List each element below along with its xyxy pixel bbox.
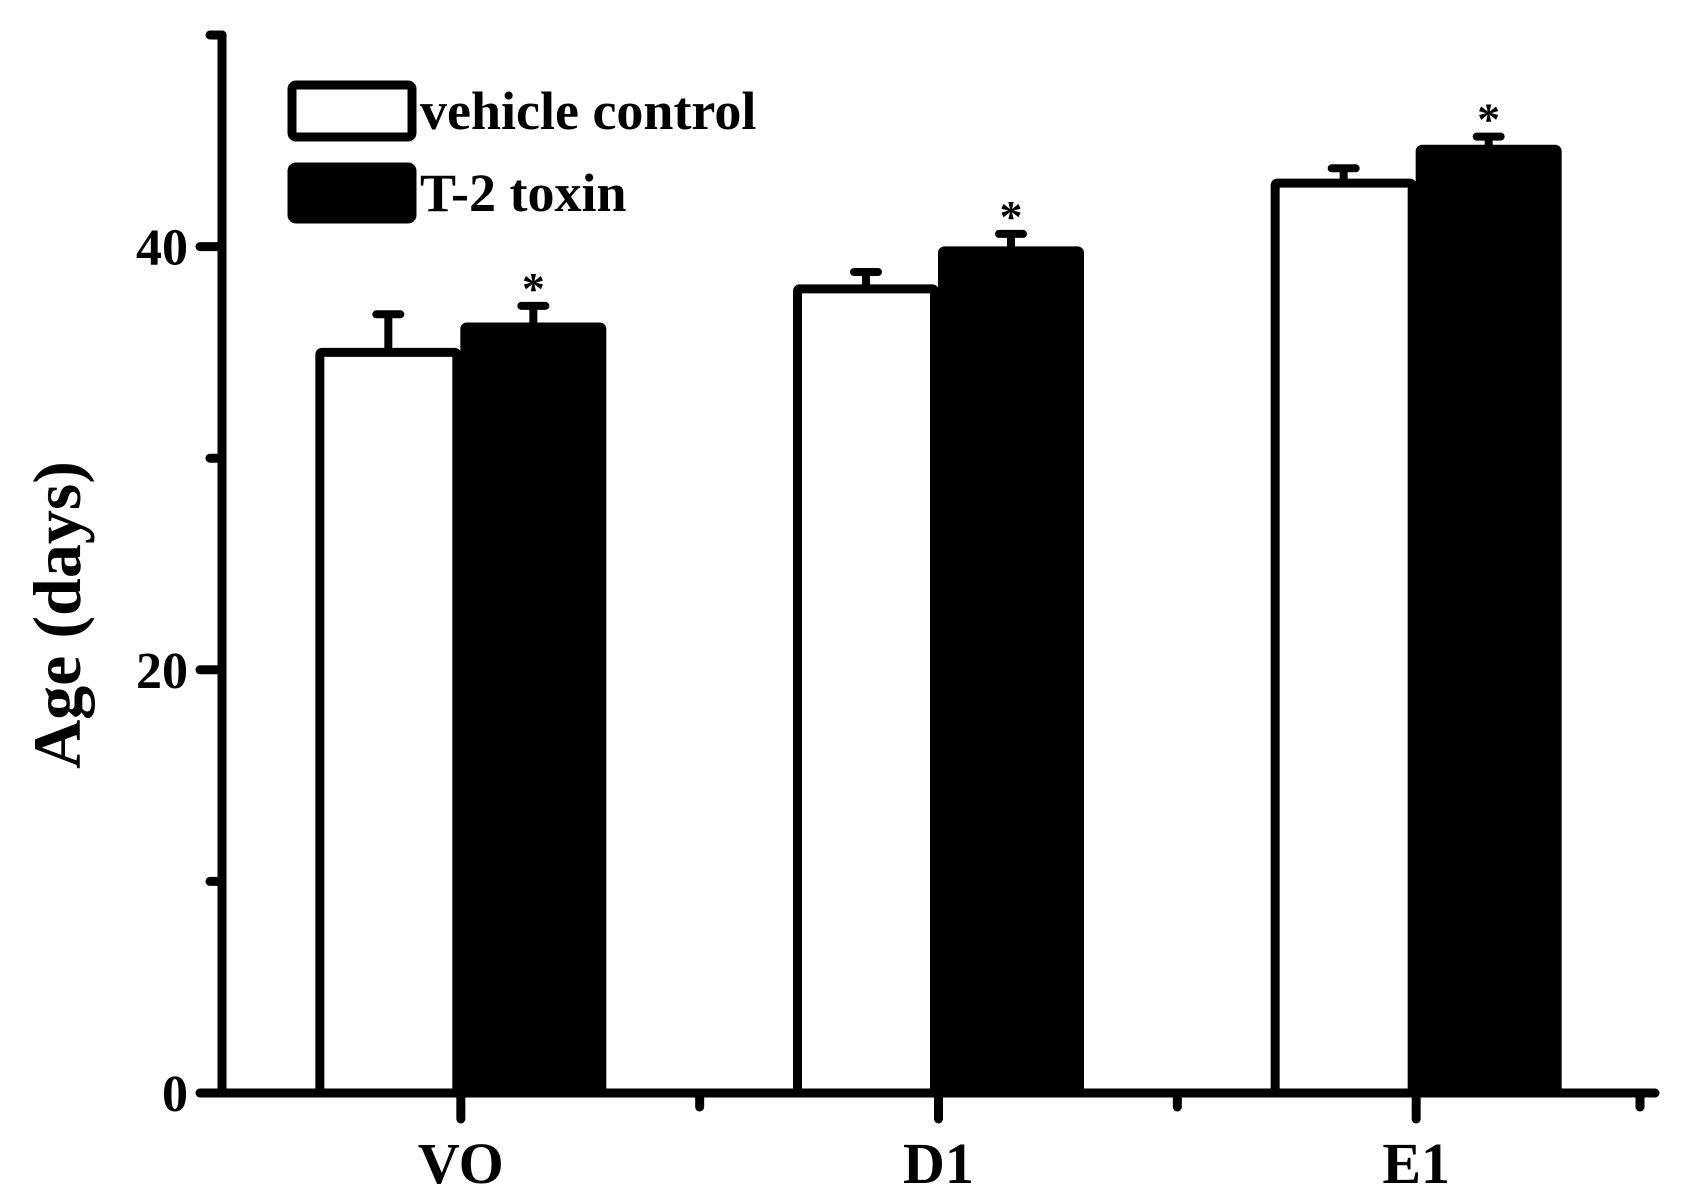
significance-marker: * [1477, 94, 1500, 145]
y-axis-title: Age (days) [19, 461, 95, 769]
bars-layer: * * * [315, 94, 1562, 1098]
legend-label: vehicle control [420, 81, 756, 141]
y-tick-label: 40 [136, 220, 188, 277]
legend-swatch [287, 80, 417, 142]
legend: vehicle control T-2 toxin [287, 80, 756, 224]
bar [315, 347, 462, 1098]
significance-marker: * [1000, 191, 1023, 242]
bar [938, 246, 1084, 1098]
bar [1270, 178, 1417, 1098]
ticks-layer: 0 20 40 VO D1 E1 [136, 30, 1645, 1196]
bar [793, 284, 939, 1098]
bar [1415, 144, 1562, 1098]
y-tick-label: 20 [136, 643, 188, 700]
y-tick-label: 0 [162, 1066, 188, 1123]
legend-swatch [287, 162, 417, 224]
significance-marker: * [522, 263, 545, 314]
bar [460, 322, 607, 1098]
x-tick-label: D1 [903, 1131, 974, 1196]
x-tick-label: VO [418, 1131, 504, 1196]
legend-label: T-2 toxin [420, 163, 627, 223]
x-tick-label: E1 [1382, 1131, 1450, 1196]
